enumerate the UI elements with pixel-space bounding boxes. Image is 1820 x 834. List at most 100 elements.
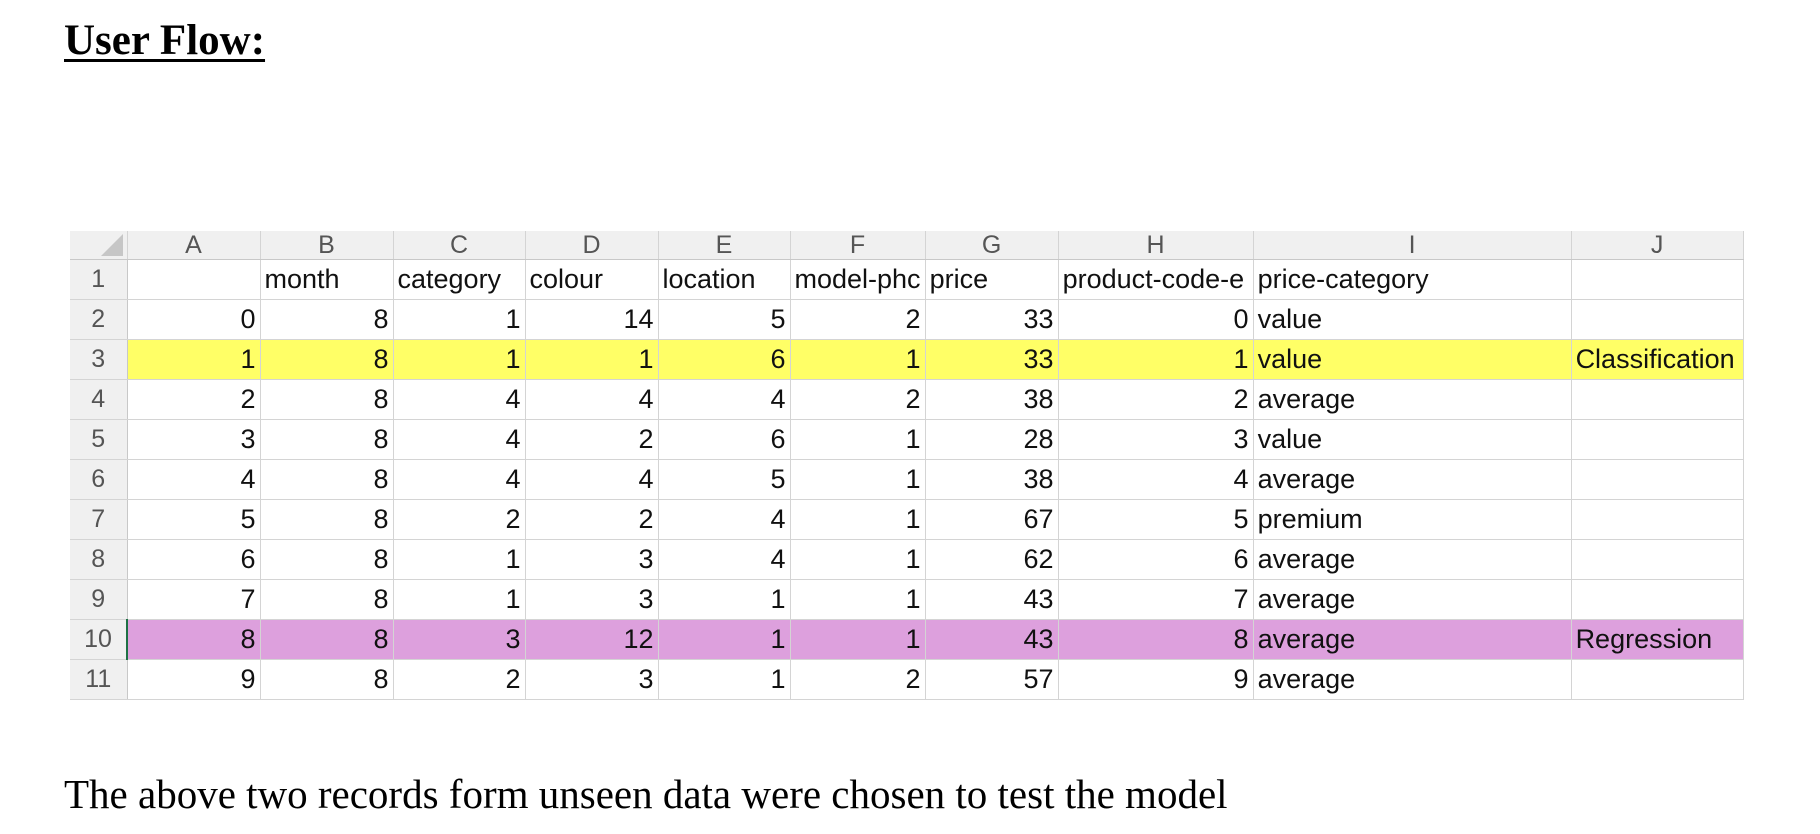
row-number[interactable]: 11 — [70, 659, 128, 700]
cell-product-code[interactable]: 5 — [1058, 499, 1254, 540]
cell-price[interactable]: 33 — [925, 299, 1059, 340]
column-letter[interactable]: H — [1058, 231, 1254, 260]
cell-colour[interactable]: 14 — [525, 299, 659, 340]
cell-location[interactable]: 6 — [658, 339, 791, 380]
cell-category[interactable]: 2 — [393, 659, 526, 700]
cell-product-code[interactable]: 2 — [1058, 379, 1254, 420]
cell-model-label[interactable] — [1571, 459, 1744, 500]
cell-category[interactable]: 3 — [393, 619, 526, 660]
cell-price-category[interactable]: average — [1253, 619, 1572, 660]
cell-location[interactable]: 6 — [658, 419, 791, 460]
row-number[interactable]: 5 — [70, 419, 128, 460]
cell-month[interactable]: 8 — [260, 579, 394, 620]
cell-index[interactable]: 0 — [127, 299, 261, 340]
cell-price[interactable]: 62 — [925, 539, 1059, 580]
cell-model-label[interactable] — [1571, 579, 1744, 620]
cell-price-category[interactable]: premium — [1253, 499, 1572, 540]
cell-price[interactable]: 33 — [925, 339, 1059, 380]
cell-price-category[interactable]: average — [1253, 539, 1572, 580]
cell-price[interactable]: 67 — [925, 499, 1059, 540]
row-number[interactable]: 1 — [70, 259, 128, 300]
cell-index[interactable]: 3 — [127, 419, 261, 460]
row-number[interactable]: 4 — [70, 379, 128, 420]
cell-month[interactable]: 8 — [260, 499, 394, 540]
row-number[interactable]: 3 — [70, 339, 128, 380]
cell-model-label[interactable]: Regression — [1571, 619, 1744, 660]
cell-colour[interactable]: 3 — [525, 539, 659, 580]
cell-category[interactable]: 4 — [393, 419, 526, 460]
cell-category[interactable]: 1 — [393, 539, 526, 580]
header-cell-product-code[interactable]: product-code-e — [1058, 259, 1254, 300]
column-letter[interactable]: B — [260, 231, 394, 260]
cell-colour[interactable]: 12 — [525, 619, 659, 660]
row-number[interactable]: 9 — [70, 579, 128, 620]
cell-product-code[interactable]: 3 — [1058, 419, 1254, 460]
cell-product-code[interactable]: 6 — [1058, 539, 1254, 580]
cell-index[interactable]: 7 — [127, 579, 261, 620]
cell-colour[interactable]: 3 — [525, 659, 659, 700]
cell-month[interactable]: 8 — [260, 339, 394, 380]
cell-month[interactable]: 8 — [260, 459, 394, 500]
cell-colour[interactable]: 3 — [525, 579, 659, 620]
cell-price[interactable]: 38 — [925, 379, 1059, 420]
column-letter[interactable]: F — [790, 231, 926, 260]
cell-price[interactable]: 28 — [925, 419, 1059, 460]
cell-location[interactable]: 1 — [658, 579, 791, 620]
cell-price[interactable]: 38 — [925, 459, 1059, 500]
cell-index[interactable]: 2 — [127, 379, 261, 420]
cell-price-category[interactable]: average — [1253, 459, 1572, 500]
column-letter[interactable]: D — [525, 231, 659, 260]
cell-product-code[interactable]: 1 — [1058, 339, 1254, 380]
column-letter[interactable]: A — [127, 231, 261, 260]
cell-colour[interactable]: 4 — [525, 459, 659, 500]
cell-price-category[interactable]: average — [1253, 579, 1572, 620]
cell-model-phone[interactable]: 2 — [790, 659, 926, 700]
cell-price-category[interactable]: value — [1253, 339, 1572, 380]
column-letter[interactable]: C — [393, 231, 526, 260]
row-number[interactable]: 2 — [70, 299, 128, 340]
cell-model-label[interactable] — [1571, 659, 1744, 700]
cell-price-category[interactable]: value — [1253, 299, 1572, 340]
cell-price-category[interactable]: average — [1253, 379, 1572, 420]
cell-colour[interactable]: 1 — [525, 339, 659, 380]
cell-model-phone[interactable]: 2 — [790, 379, 926, 420]
cell-price-category[interactable]: average — [1253, 659, 1572, 700]
cell-category[interactable]: 2 — [393, 499, 526, 540]
cell-model-label[interactable] — [1571, 299, 1744, 340]
cell-product-code[interactable]: 7 — [1058, 579, 1254, 620]
select-all-corner[interactable] — [70, 231, 128, 260]
cell-category[interactable]: 4 — [393, 379, 526, 420]
cell-category[interactable]: 1 — [393, 579, 526, 620]
cell-colour[interactable]: 2 — [525, 419, 659, 460]
cell-model-label[interactable] — [1571, 379, 1744, 420]
column-letter[interactable]: I — [1253, 231, 1572, 260]
cell-price-category[interactable]: value — [1253, 419, 1572, 460]
cell-location[interactable]: 4 — [658, 379, 791, 420]
cell-model-phone[interactable]: 1 — [790, 339, 926, 380]
cell-location[interactable]: 4 — [658, 539, 791, 580]
cell-colour[interactable]: 2 — [525, 499, 659, 540]
row-number[interactable]: 7 — [70, 499, 128, 540]
cell-product-code[interactable]: 4 — [1058, 459, 1254, 500]
header-cell-colour[interactable]: colour — [525, 259, 659, 300]
cell-index[interactable]: 9 — [127, 659, 261, 700]
cell-month[interactable]: 8 — [260, 619, 394, 660]
cell-month[interactable]: 8 — [260, 419, 394, 460]
cell-model-phone[interactable]: 2 — [790, 299, 926, 340]
cell-index[interactable]: 6 — [127, 539, 261, 580]
cell-product-code[interactable]: 9 — [1058, 659, 1254, 700]
header-cell-price-category[interactable]: price-category — [1253, 259, 1572, 300]
header-cell-j[interactable] — [1571, 259, 1744, 300]
header-cell-location[interactable]: location — [658, 259, 791, 300]
cell-model-phone[interactable]: 1 — [790, 539, 926, 580]
column-letter[interactable]: E — [658, 231, 791, 260]
cell-category[interactable]: 4 — [393, 459, 526, 500]
cell-month[interactable]: 8 — [260, 659, 394, 700]
cell-index[interactable]: 1 — [127, 339, 261, 380]
cell-index[interactable]: 4 — [127, 459, 261, 500]
cell-month[interactable]: 8 — [260, 299, 394, 340]
cell-price[interactable]: 57 — [925, 659, 1059, 700]
cell-location[interactable]: 1 — [658, 659, 791, 700]
cell-index[interactable]: 8 — [127, 619, 261, 660]
cell-model-label[interactable] — [1571, 499, 1744, 540]
